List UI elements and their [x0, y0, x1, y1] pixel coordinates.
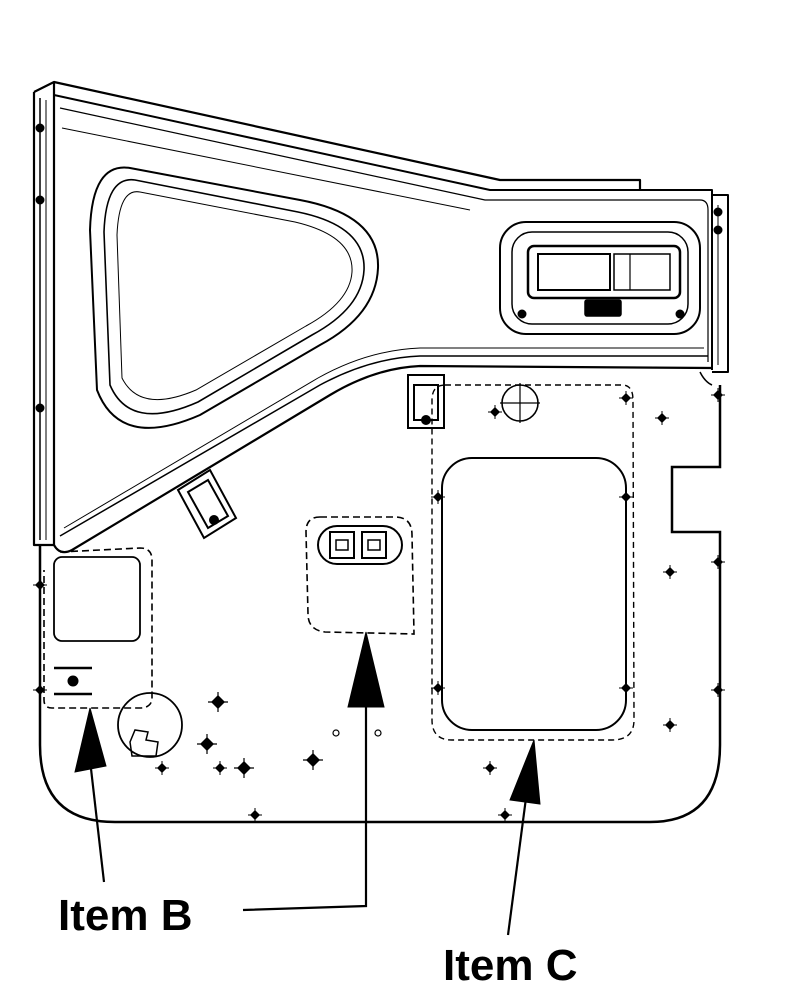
arrow-item-b-center	[242, 631, 385, 912]
upper-frame	[32, 80, 729, 554]
window-switch-bezel	[499, 221, 701, 335]
item-b-region	[43, 547, 153, 709]
item-c-region	[431, 383, 635, 741]
arrow-item-b-left	[74, 707, 107, 883]
arrow-item-c	[506, 739, 541, 936]
door-panel-outline	[38, 385, 722, 824]
mounting-clip-2	[176, 468, 238, 540]
fasteners	[32, 387, 726, 823]
item-b-label: Item B	[58, 891, 192, 940]
frame-triangular-opening	[88, 166, 380, 429]
mounting-clip-1	[407, 374, 445, 429]
round-access-cutout	[117, 692, 183, 758]
item-b-center-region	[305, 516, 415, 635]
item-c-label: Item C	[443, 941, 577, 990]
